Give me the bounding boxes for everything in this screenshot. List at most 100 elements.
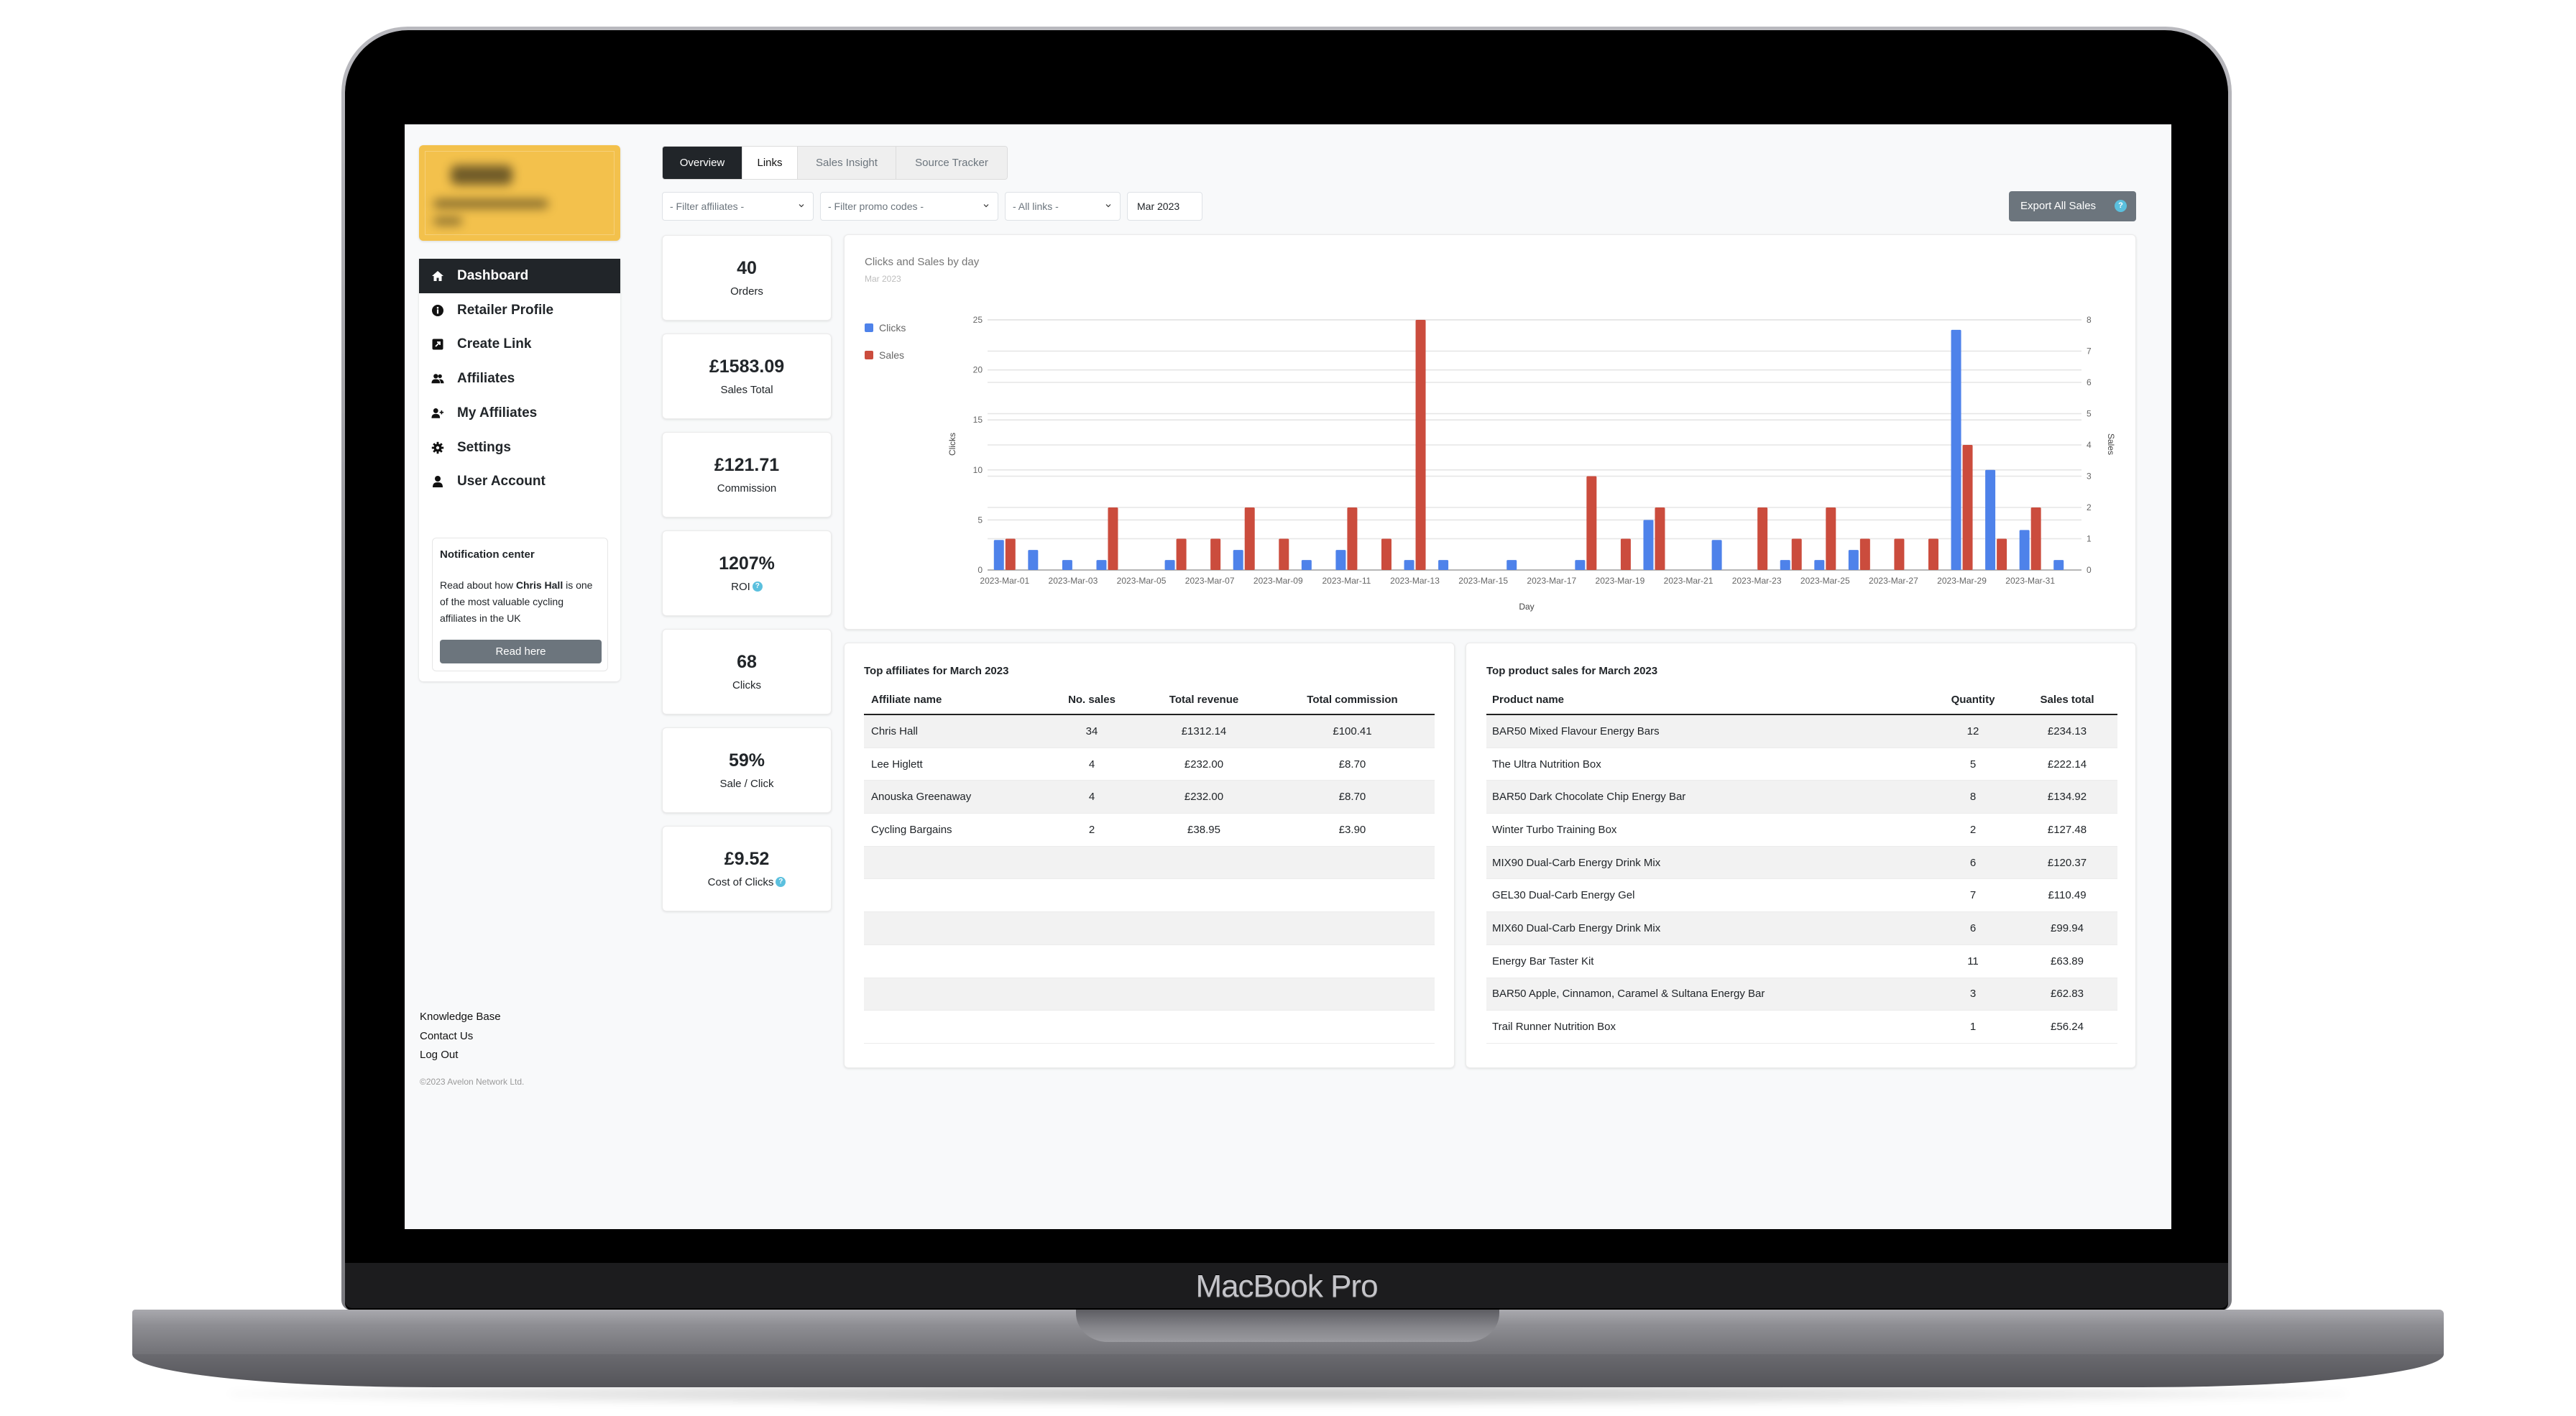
column-header[interactable]: Affiliate name bbox=[864, 685, 1046, 715]
chevron-down-icon bbox=[983, 204, 989, 208]
column-header[interactable]: Total revenue bbox=[1138, 685, 1270, 715]
sidebar-item-create-link[interactable]: Create Link bbox=[419, 327, 620, 362]
sales-bar[interactable] bbox=[1176, 538, 1187, 571]
product-sales-total: £56.24 bbox=[2017, 1010, 2117, 1044]
clicks-bar[interactable] bbox=[2053, 560, 2064, 570]
clicks-bar[interactable] bbox=[1814, 560, 1825, 570]
clicks-bar[interactable] bbox=[1985, 469, 1996, 570]
legend-label-sales[interactable]: Sales bbox=[879, 349, 904, 361]
sales-bar[interactable] bbox=[1894, 538, 1905, 571]
sales-bar[interactable] bbox=[1244, 507, 1255, 570]
log-out-link[interactable]: Log Out bbox=[420, 1049, 459, 1061]
clicks-bar[interactable] bbox=[1643, 520, 1654, 570]
help-icon[interactable]: ? bbox=[2115, 200, 2127, 212]
sales-bar[interactable] bbox=[1381, 538, 1392, 571]
top-affiliates-table: Affiliate name No. sales Total revenue T… bbox=[864, 685, 1435, 1044]
help-icon[interactable]: ? bbox=[776, 876, 786, 887]
sales-bar[interactable] bbox=[1997, 538, 2007, 571]
empty-table-row bbox=[864, 878, 1435, 913]
sales-bar[interactable] bbox=[1791, 538, 1802, 571]
column-header[interactable]: No. sales bbox=[1046, 685, 1138, 715]
filter-promo-codes-select[interactable]: - Filter promo codes - bbox=[820, 192, 998, 221]
filter-affiliates-select[interactable]: - Filter affiliates - bbox=[662, 192, 814, 221]
clicks-bar[interactable] bbox=[993, 540, 1004, 570]
sales-bar[interactable] bbox=[1347, 507, 1358, 570]
tab-overview[interactable]: Overview bbox=[663, 147, 742, 179]
empty-cell bbox=[864, 878, 1435, 913]
sales-bar[interactable] bbox=[1279, 538, 1289, 571]
clicks-bar[interactable] bbox=[2019, 530, 2030, 570]
sales-bar[interactable] bbox=[1586, 476, 1597, 571]
affiliate-sales: 34 bbox=[1046, 714, 1138, 748]
column-header[interactable]: Total commission bbox=[1270, 685, 1435, 715]
knowledge-base-link[interactable]: Knowledge Base bbox=[420, 1011, 501, 1023]
help-icon[interactable]: ? bbox=[752, 581, 763, 592]
export-all-sales-button[interactable]: Export All Sales ? bbox=[2009, 191, 2136, 221]
sales-bar[interactable] bbox=[1962, 445, 1973, 570]
sales-bar[interactable] bbox=[1210, 538, 1221, 571]
chart-bars bbox=[993, 320, 2064, 571]
clicks-bar[interactable] bbox=[1301, 560, 1312, 570]
clicks-bar[interactable] bbox=[1506, 560, 1517, 570]
legend-label-clicks[interactable]: Clicks bbox=[879, 322, 906, 334]
clicks-bar[interactable] bbox=[1711, 540, 1722, 570]
clicks-bar[interactable] bbox=[1438, 560, 1449, 570]
product-name: MIX60 Dual-Carb Energy Drink Mix bbox=[1486, 911, 1929, 945]
clicks-bar[interactable] bbox=[1164, 560, 1175, 570]
stat-value: 40 bbox=[737, 258, 757, 278]
notification-title: Notification center bbox=[440, 548, 535, 561]
sidebar-item-dashboard[interactable]: Dashboard bbox=[419, 259, 620, 293]
affiliate-revenue: £232.00 bbox=[1138, 748, 1270, 781]
sidebar-item-user-account[interactable]: User Account bbox=[419, 464, 620, 499]
clicks-bar[interactable] bbox=[1404, 560, 1414, 570]
sales-bar[interactable] bbox=[1928, 538, 1938, 571]
stat-label: Orders bbox=[730, 285, 763, 298]
sidebar-item-affiliates[interactable]: Affiliates bbox=[419, 362, 620, 396]
clicks-bar[interactable] bbox=[1062, 560, 1072, 570]
sales-bar[interactable] bbox=[1108, 507, 1118, 570]
stat-card-sale-per-click: 59% Sale / Click bbox=[662, 727, 832, 813]
product-name: BAR50 Apple, Cinnamon, Caramel & Sultana… bbox=[1486, 978, 1929, 1011]
sidebar-item-settings[interactable]: Settings bbox=[419, 431, 620, 465]
clicks-bar[interactable] bbox=[1951, 329, 1961, 570]
column-header[interactable]: Sales total bbox=[2017, 685, 2117, 715]
clicks-bar[interactable] bbox=[1780, 560, 1790, 570]
column-header[interactable]: Quantity bbox=[1929, 685, 2017, 715]
sidebar-nav: Dashboard Retailer Profile Create Link A… bbox=[419, 259, 620, 681]
contact-us-link[interactable]: Contact Us bbox=[420, 1030, 474, 1042]
sidebar-item-retailer-profile[interactable]: Retailer Profile bbox=[419, 293, 620, 328]
clicks-bar[interactable] bbox=[1096, 560, 1107, 570]
x-tick-label: 2023-Mar-03 bbox=[1049, 576, 1098, 586]
read-here-button[interactable]: Read here bbox=[440, 640, 602, 663]
filter-links-select[interactable]: - All links - bbox=[1005, 192, 1121, 221]
tab-source-tracker[interactable]: Source Tracker bbox=[896, 147, 1007, 179]
sales-bar[interactable] bbox=[2030, 507, 2041, 570]
month-picker[interactable]: Mar 2023 bbox=[1127, 192, 1202, 221]
sales-bar[interactable] bbox=[1859, 538, 1870, 571]
table-row: MIX60 Dual-Carb Energy Drink Mix 6 £99.9… bbox=[1486, 911, 2117, 945]
sales-bar[interactable] bbox=[1757, 507, 1768, 570]
clicks-bar[interactable] bbox=[1233, 550, 1243, 570]
stat-label: Sales Total bbox=[720, 384, 773, 396]
sales-bar[interactable] bbox=[1415, 320, 1426, 570]
sales-bar[interactable] bbox=[1005, 538, 1016, 571]
clicks-bar[interactable] bbox=[1848, 550, 1859, 570]
empty-table-row bbox=[864, 846, 1435, 880]
clicks-bar[interactable] bbox=[1575, 560, 1586, 570]
tab-links[interactable]: Links bbox=[742, 147, 797, 179]
clicks-sales-chart: Clicks and Sales by day Mar 2023 Clicks S… bbox=[865, 256, 2116, 612]
affiliate-commission: £3.90 bbox=[1270, 813, 1435, 847]
clicks-bar[interactable] bbox=[1028, 550, 1039, 570]
product-name: Winter Turbo Training Box bbox=[1486, 813, 1929, 847]
lid-opening-notch bbox=[1076, 1310, 1499, 1342]
clicks-bar[interactable] bbox=[1335, 550, 1346, 570]
sales-bar[interactable] bbox=[1826, 507, 1836, 570]
sales-bar[interactable] bbox=[1620, 538, 1631, 571]
chart-title: Clicks and Sales by day bbox=[865, 256, 980, 268]
tab-sales-insight[interactable]: Sales Insight bbox=[797, 147, 896, 179]
sidebar-item-label: Affiliates bbox=[457, 371, 515, 387]
sidebar-item-my-affiliates[interactable]: My Affiliates bbox=[419, 396, 620, 431]
legend-swatch-clicks bbox=[865, 323, 873, 332]
sales-bar[interactable] bbox=[1655, 507, 1665, 570]
column-header[interactable]: Product name bbox=[1486, 685, 1929, 715]
